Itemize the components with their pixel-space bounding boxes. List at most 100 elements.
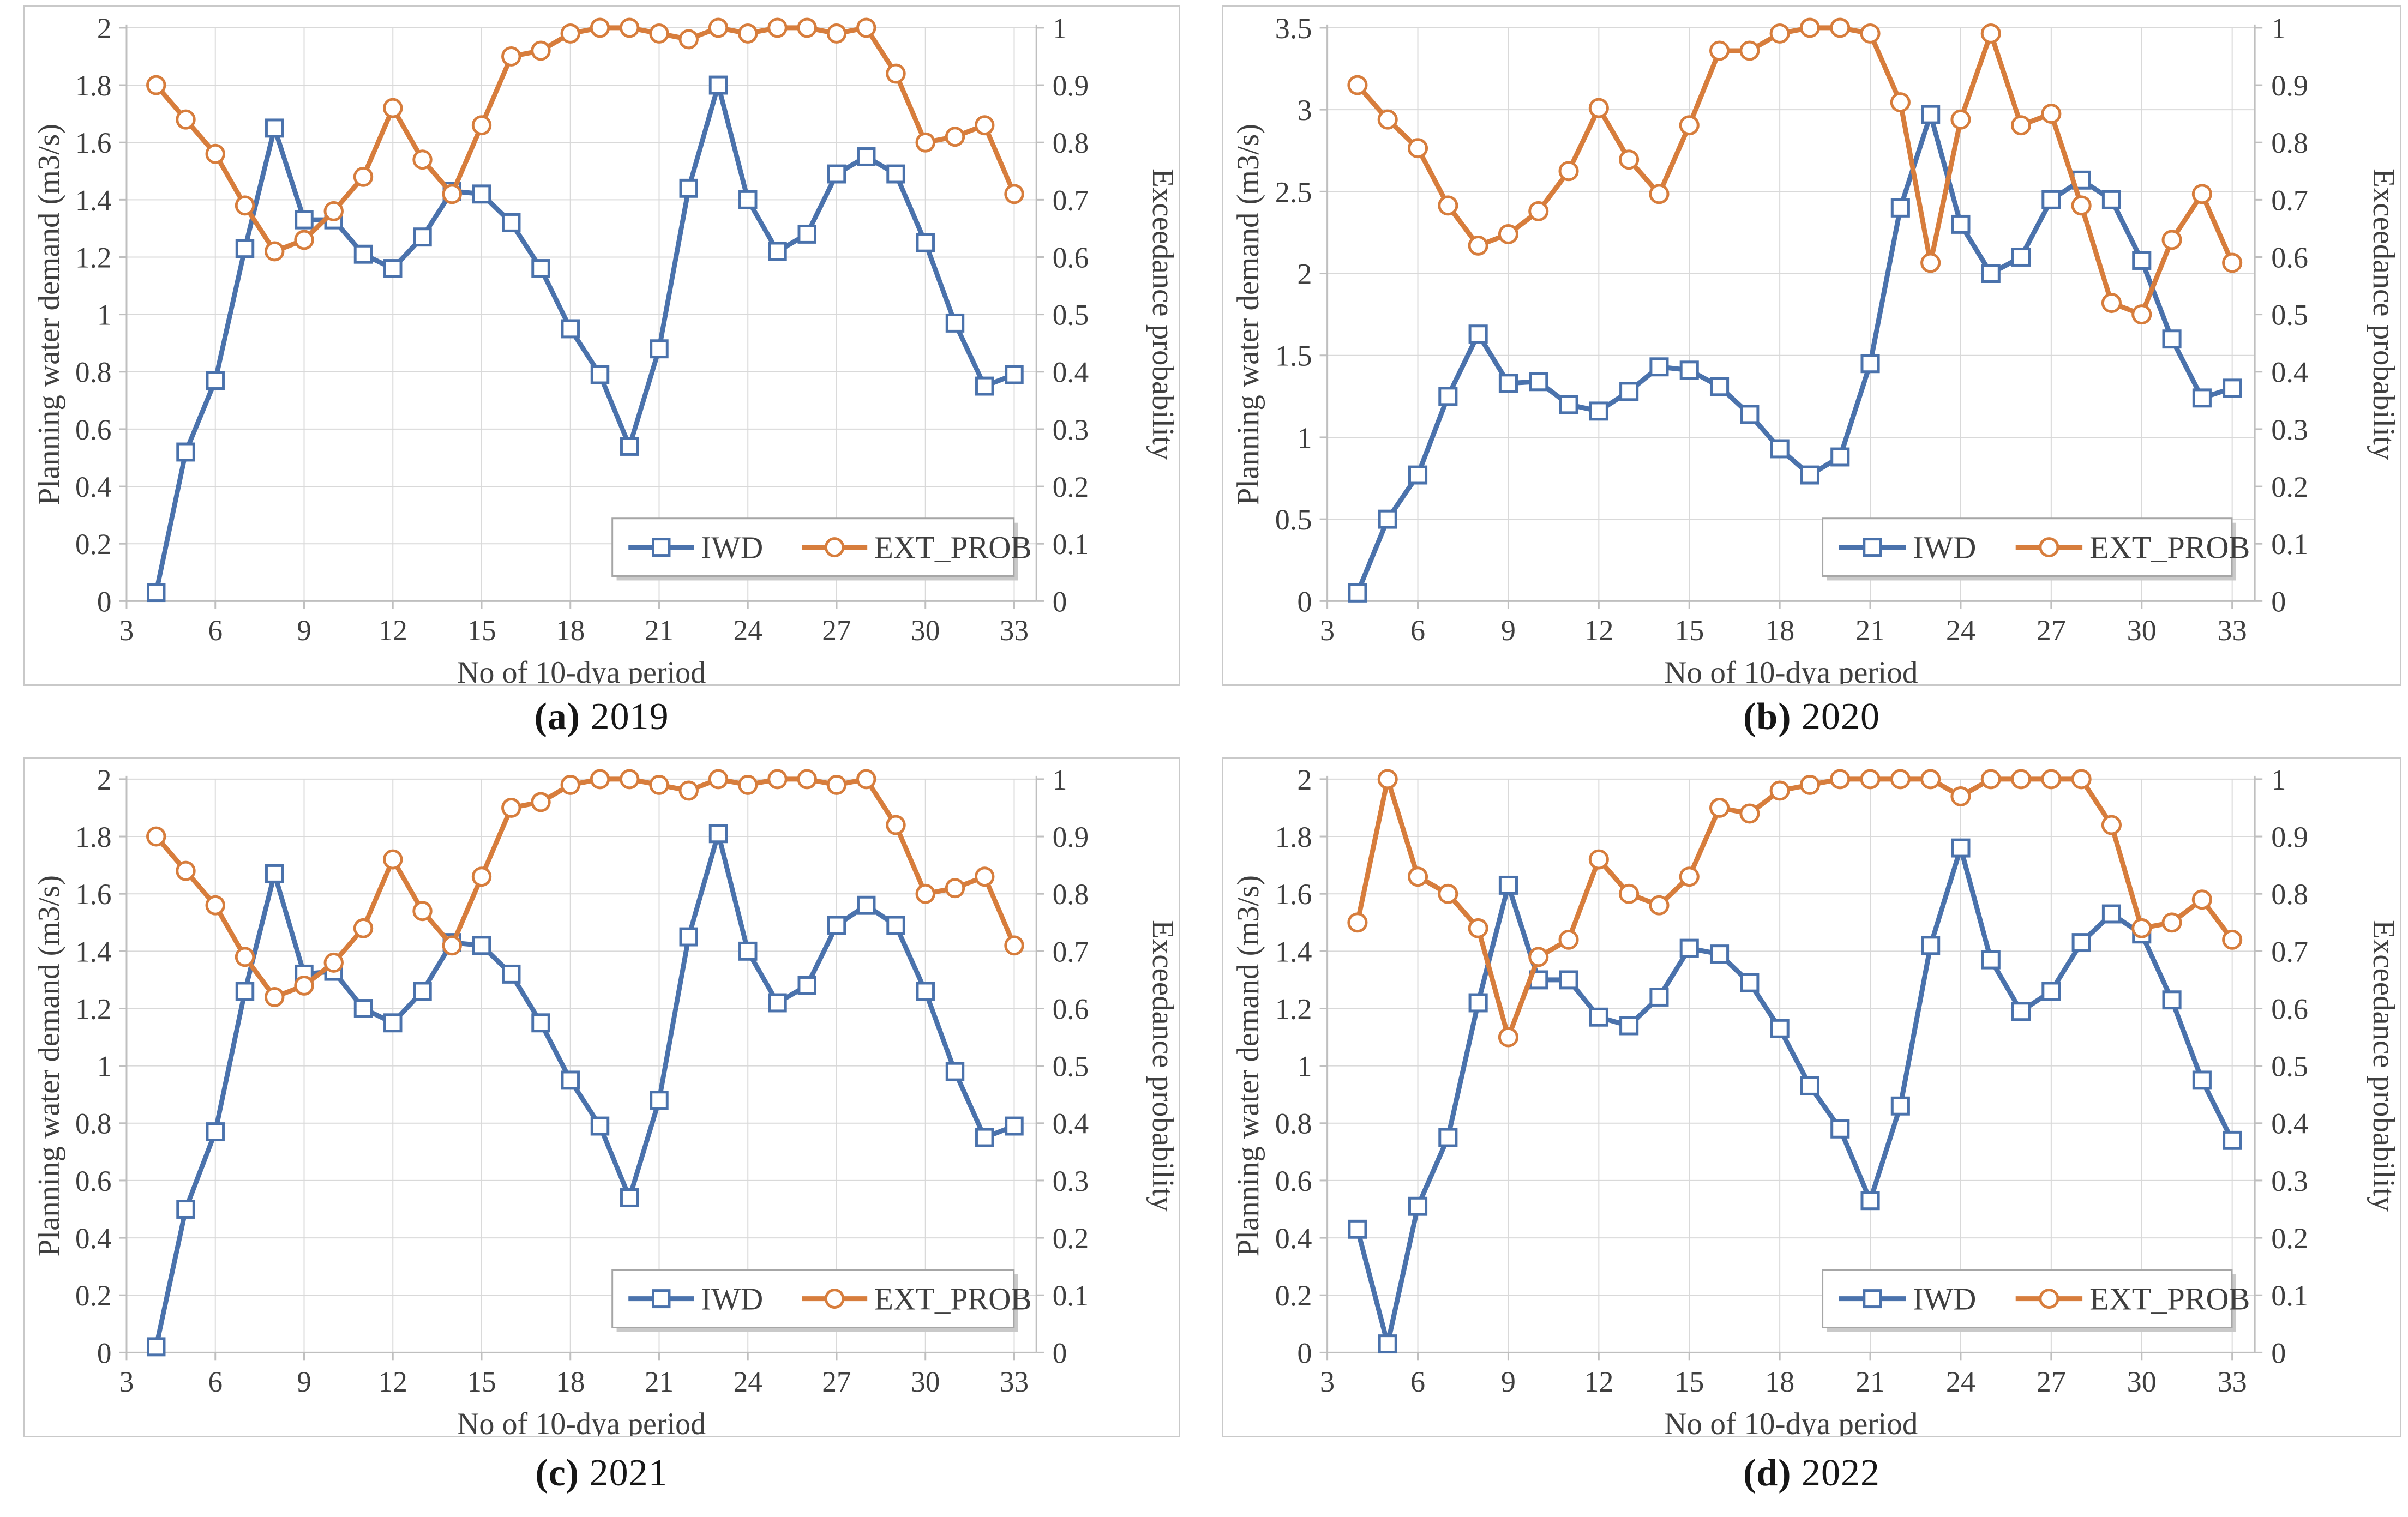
svg-text:0.8: 0.8: [1053, 878, 1089, 911]
legend-item-iwd: IWD: [628, 1282, 763, 1317]
svg-text:1: 1: [1053, 763, 1067, 796]
svg-text:21: 21: [1855, 614, 1885, 647]
svg-text:30: 30: [2127, 1365, 2157, 1398]
svg-text:0.2: 0.2: [1053, 1222, 1089, 1255]
x-axis-title: No of 10-dya period: [457, 1407, 706, 1436]
series-ext_prob: [146, 17, 1024, 262]
svg-text:0.7: 0.7: [1053, 184, 1089, 216]
caption-b-letter: (b): [1743, 696, 1792, 738]
svg-text:0.7: 0.7: [2271, 184, 2308, 216]
chart-panel-2019: 0 0.2 0.4 0.6 0.8 1 1.2 1.4 1.6 1.8 2 0 0.1 0.2 0.3 0.4…: [23, 5, 1180, 686]
svg-text:33: 33: [1000, 614, 1029, 647]
svg-text:0.6: 0.6: [1275, 1165, 1312, 1197]
tick-labels: 0 0.5 1 1.5 2 2.5 3 3.5 0 0.1 0.2 0.3 0.4 0.5 0.6 0.7 0.…: [1275, 12, 2308, 647]
svg-text:0.5: 0.5: [1053, 298, 1089, 331]
legend-item-iwd: IWD: [1839, 530, 1976, 565]
svg-text:0.4: 0.4: [75, 471, 111, 503]
chart-panel-2022: 0 0.2 0.4 0.6 0.8 1 1.2 1.4 1.6 1.8 2 0 0.1 0.2 0.3 0.4…: [1222, 757, 2401, 1437]
svg-text:1.8: 1.8: [75, 821, 111, 853]
series-iwd-line: [153, 82, 1016, 593]
svg-text:0.5: 0.5: [2271, 1050, 2308, 1083]
svg-text:6: 6: [208, 1365, 223, 1398]
svg-text:0.8: 0.8: [75, 1107, 111, 1140]
svg-text:0.8: 0.8: [1053, 127, 1089, 159]
series-ext_prob-line: [154, 776, 1017, 1000]
svg-text:33: 33: [2218, 1365, 2247, 1398]
svg-text:21: 21: [645, 614, 674, 647]
svg-text:1.6: 1.6: [75, 878, 111, 911]
axis-titles: Planning water demand (m3/s) Exceedance p…: [1231, 124, 2400, 684]
svg-text:0.1: 0.1: [1053, 1279, 1089, 1312]
svg-text:24: 24: [1946, 614, 1975, 647]
svg-text:3: 3: [119, 614, 134, 647]
caption-d-year: 2022: [1802, 1452, 1881, 1494]
svg-text:15: 15: [467, 1365, 496, 1398]
svg-text:0.3: 0.3: [1053, 413, 1089, 446]
caption-a-letter: (a): [534, 696, 581, 738]
series-ext_prob: [1347, 17, 2243, 325]
y-right-axis-title: Exceedance probability: [1146, 920, 1179, 1212]
svg-text:0.6: 0.6: [75, 413, 111, 446]
y-left-axis-title: Planning water demand (m3/s): [32, 875, 66, 1256]
svg-text:1: 1: [97, 1050, 112, 1082]
svg-text:1: 1: [1297, 1050, 1312, 1083]
legend-label-ext_prob: EXT_PROB: [2089, 1281, 2250, 1317]
chart-panel-2020: 0 0.5 1 1.5 2 2.5 3 3.5 0 0.1 0.2 0.3 0.4 0.5 0.6 0.7 0.…: [1222, 5, 2401, 686]
chart-2019-svg: 0 0.2 0.4 0.6 0.8 1 1.2 1.4 1.6 1.8 2 0 0.1 0.2 0.3 0.4…: [32, 12, 1179, 684]
axes: [119, 24, 1044, 609]
y-left-axis-title: Planning water demand (m3/s): [1231, 875, 1265, 1256]
y-right-axis-title: Exceedance probability: [1146, 168, 1179, 461]
svg-text:1.4: 1.4: [75, 184, 111, 216]
svg-text:0.6: 0.6: [1053, 241, 1089, 274]
svg-text:0.4: 0.4: [2271, 356, 2308, 389]
svg-text:2.5: 2.5: [1275, 176, 1312, 208]
svg-text:18: 18: [556, 1365, 585, 1398]
svg-text:24: 24: [734, 614, 762, 647]
svg-text:0.9: 0.9: [2271, 69, 2308, 102]
x-axis-title: No of 10-dya period: [1664, 1407, 1918, 1436]
svg-text:0.6: 0.6: [75, 1165, 111, 1197]
svg-text:0: 0: [2271, 1337, 2286, 1369]
axis-titles: Planning water demand (m3/s) Exceedance p…: [32, 124, 1179, 684]
svg-text:27: 27: [822, 614, 851, 647]
svg-text:0: 0: [1053, 1337, 1067, 1369]
legend-item-ext_prob: EXT_PROB: [802, 1282, 1032, 1317]
svg-text:1.2: 1.2: [75, 241, 111, 274]
svg-text:0.7: 0.7: [1053, 935, 1089, 968]
x-axis-title: No of 10-dya period: [1664, 655, 1918, 684]
caption-b-year: 2020: [1802, 696, 1881, 738]
svg-text:27: 27: [2037, 614, 2066, 647]
series-ext_prob-line: [1355, 776, 2235, 1040]
svg-text:0.9: 0.9: [2271, 821, 2308, 853]
series-iwd: [1348, 105, 2242, 603]
svg-text:0.3: 0.3: [1053, 1165, 1089, 1197]
y-right-axis-title: Exceedance probability: [2367, 168, 2400, 461]
gridlines: [126, 778, 1037, 1353]
svg-text:6: 6: [1410, 614, 1425, 647]
svg-text:0.1: 0.1: [2271, 528, 2308, 561]
svg-text:0: 0: [1053, 585, 1067, 618]
gridlines: [1327, 778, 2255, 1353]
svg-text:9: 9: [297, 614, 311, 647]
legend-label-iwd: IWD: [701, 531, 763, 565]
svg-text:9: 9: [1501, 1365, 1516, 1398]
svg-text:1: 1: [2271, 12, 2286, 45]
svg-text:1.2: 1.2: [1275, 993, 1312, 1026]
series-ext_prob-line: [1355, 25, 2235, 317]
caption-c-letter: (c): [535, 1452, 580, 1494]
legend-label-iwd: IWD: [1913, 530, 1976, 565]
legend-item-ext_prob: EXT_PROB: [2015, 1281, 2250, 1317]
svg-text:2: 2: [1297, 763, 1312, 796]
legend: IWD EXT_PROB: [611, 1269, 1032, 1332]
caption-a: (a) 2019: [23, 695, 1180, 739]
series-ext_prob-line: [154, 25, 1017, 254]
svg-text:30: 30: [911, 614, 940, 647]
svg-text:21: 21: [645, 1365, 674, 1398]
caption-b: (b) 2020: [1222, 695, 2401, 739]
svg-text:18: 18: [556, 614, 585, 647]
axis-titles: Planning water demand (m3/s) Exceedance p…: [1231, 875, 2400, 1436]
svg-text:0.2: 0.2: [75, 1279, 111, 1312]
svg-text:12: 12: [379, 614, 407, 647]
chart-2020-svg: 0 0.5 1 1.5 2 2.5 3 3.5 0 0.1 0.2 0.3 0.4 0.5 0.6 0.7 0.…: [1231, 12, 2400, 684]
svg-text:0: 0: [2271, 585, 2286, 618]
